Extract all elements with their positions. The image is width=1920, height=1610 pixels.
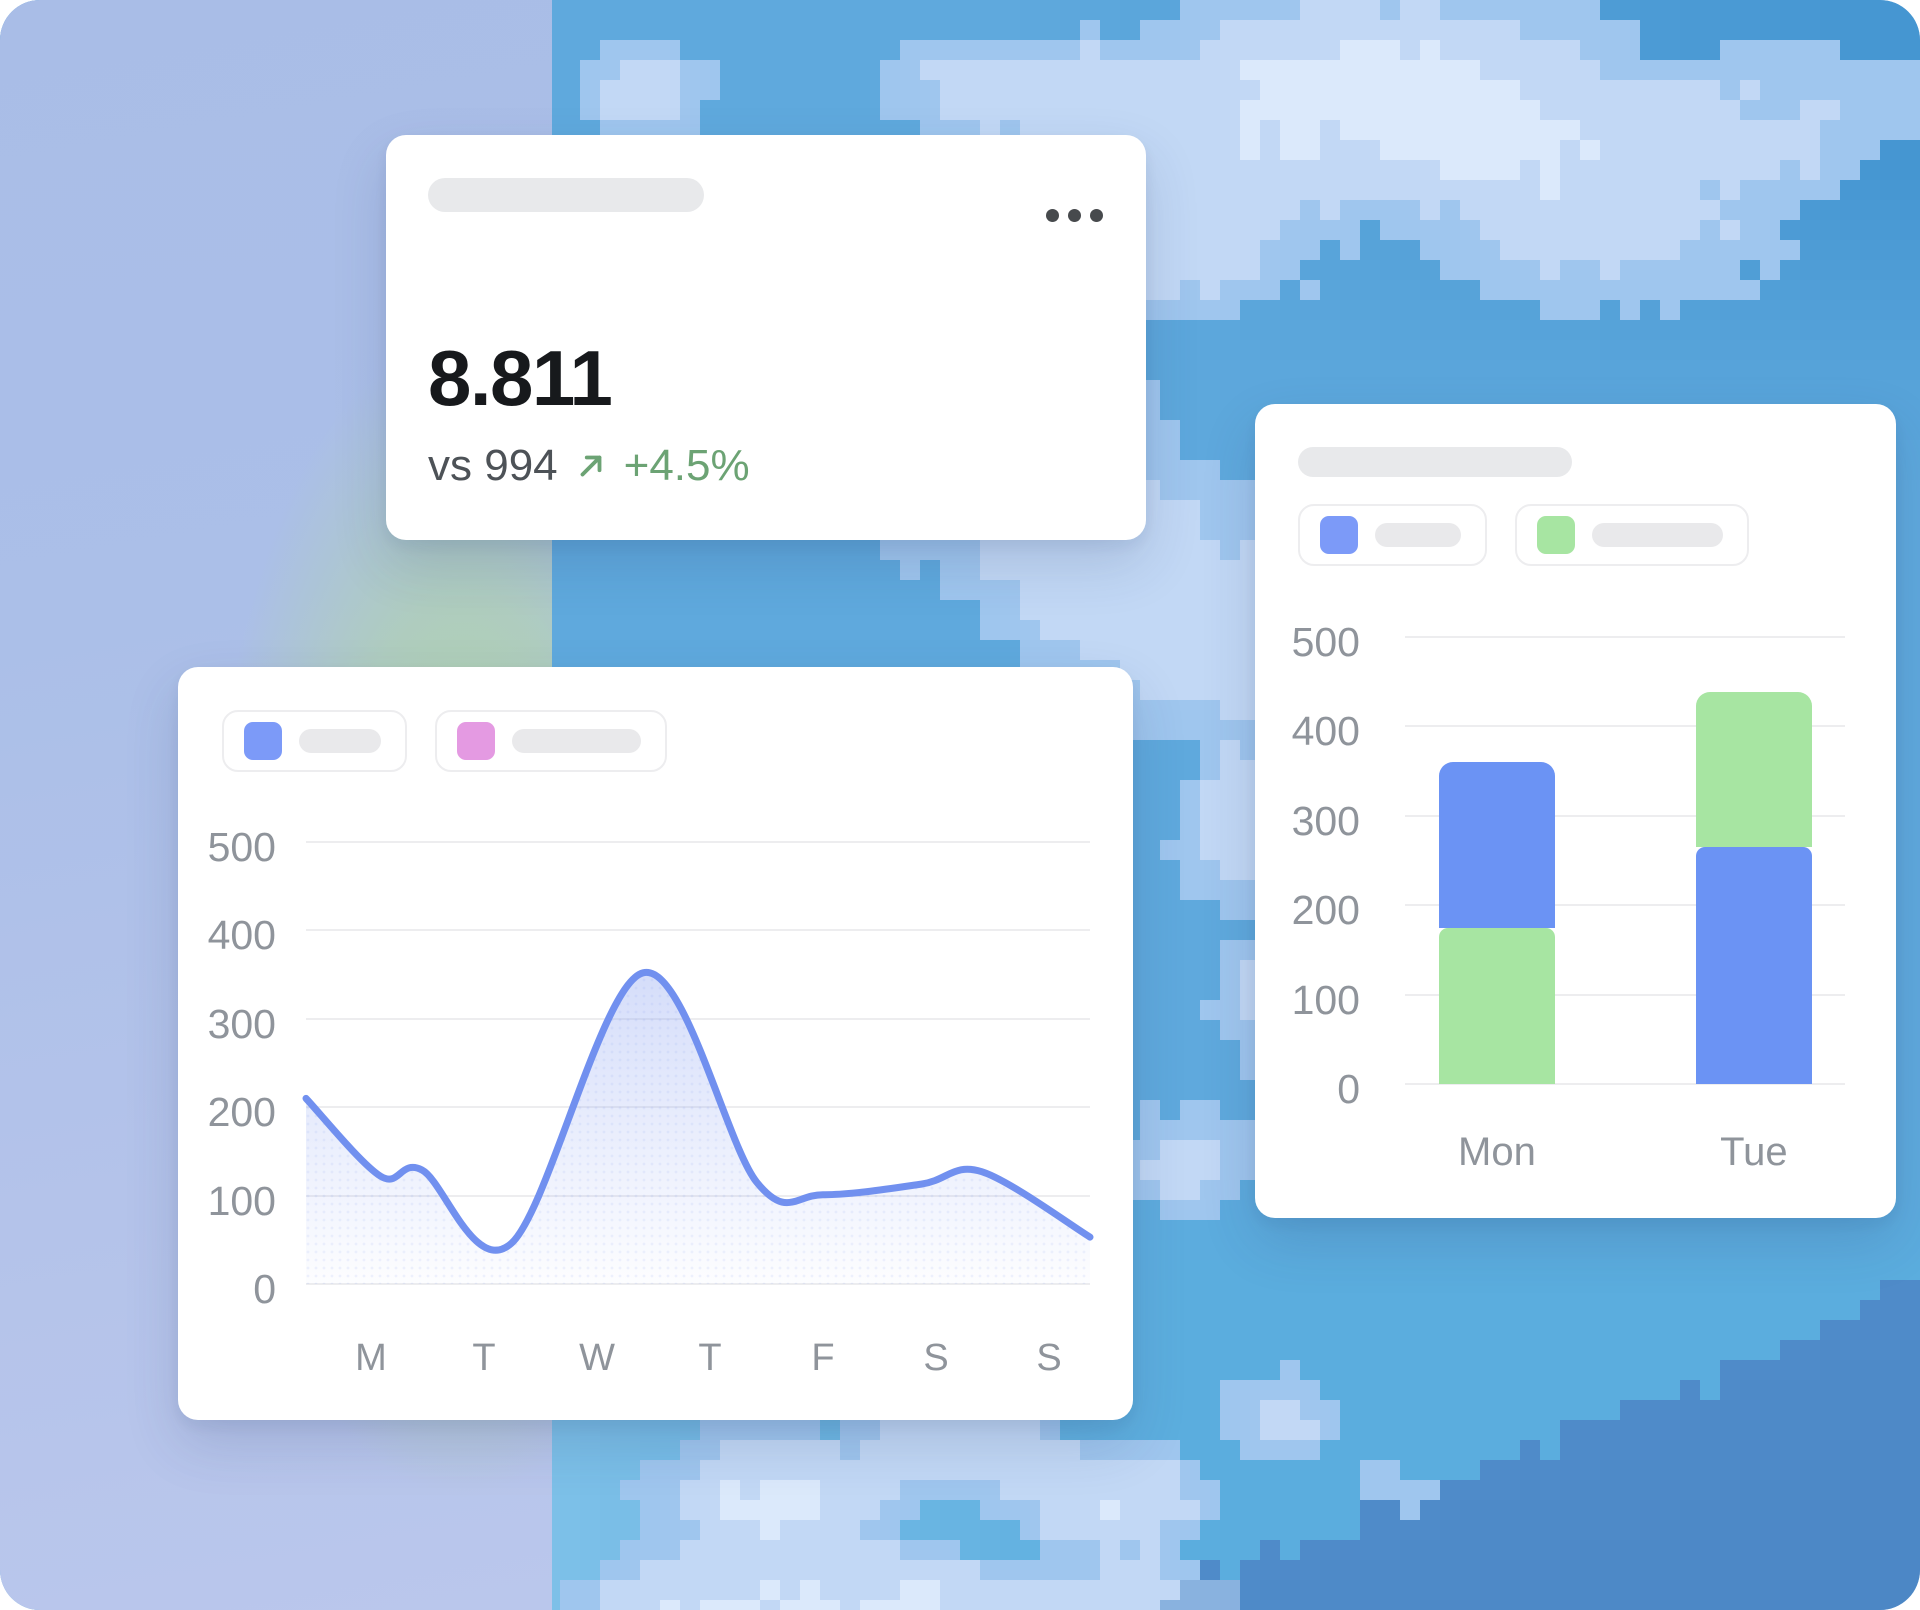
- trend-up-arrow-icon: [580, 455, 602, 477]
- gridline: [306, 929, 1090, 932]
- skeleton-legend-label: [1592, 523, 1723, 547]
- line-series: [302, 969, 1094, 1284]
- overflow-menu-button[interactable]: [1029, 193, 1119, 237]
- y-tick-label: 300: [207, 1000, 276, 1047]
- line-chart-card: 500 400 300 200 100 0 M T W T F S S: [178, 667, 1133, 1420]
- gridline: [306, 1017, 1090, 1020]
- y-tick-label: 500: [207, 824, 276, 870]
- y-tick-label: 0: [1337, 1066, 1360, 1112]
- gridline: [1405, 993, 1845, 996]
- legend-swatch-icon: [244, 722, 282, 760]
- trend-value: +4.5%: [623, 441, 750, 490]
- kpi-comparison-row: vs 994 +4.5%: [428, 441, 750, 491]
- area-dot-texture: [306, 972, 1090, 1284]
- gridline: [306, 1283, 1090, 1285]
- bar-chart-legend: [1298, 504, 1749, 566]
- gridline: [306, 841, 1090, 843]
- category-label: Mon: [1458, 1130, 1536, 1174]
- x-tick-label: W: [579, 1337, 615, 1379]
- legend-chip[interactable]: [1515, 504, 1749, 566]
- kpi-card: 8.811 vs 994 +4.5%: [386, 135, 1146, 540]
- skeleton-legend-label: [299, 729, 381, 753]
- legend-chip[interactable]: [1298, 504, 1487, 566]
- x-tick-label: F: [811, 1337, 835, 1379]
- skeleton-legend-label: [512, 729, 641, 753]
- skeleton-title-bar: [1298, 447, 1572, 477]
- bar-plot-area: [1405, 636, 1845, 1085]
- x-tick-label: M: [355, 1337, 387, 1379]
- legend-swatch-icon: [457, 722, 495, 760]
- kpi-value: 8.811: [428, 334, 613, 422]
- legend-swatch-icon: [1537, 516, 1575, 554]
- x-tick-label: T: [698, 1337, 722, 1379]
- bar-segment-green: [1438, 927, 1555, 1084]
- bar-segment-blue: [1438, 762, 1555, 928]
- y-tick-label: 100: [207, 1177, 276, 1224]
- skeleton-legend-label: [1375, 523, 1461, 547]
- y-tick-label: 400: [207, 912, 276, 959]
- gridline: [1405, 725, 1845, 728]
- bar-chart-card: 500 400 300 200 100 0 Mon Tue: [1255, 404, 1896, 1218]
- x-tick-label: T: [472, 1337, 496, 1379]
- comparison-label: vs 994: [428, 441, 558, 490]
- y-tick-label: 200: [1291, 887, 1360, 934]
- x-tick-label: S: [923, 1337, 949, 1379]
- gridline: [1405, 636, 1845, 638]
- gridline: [1405, 1083, 1845, 1085]
- y-tick-label: 200: [207, 1089, 276, 1136]
- ellipsis-icon: [1045, 208, 1059, 222]
- bar-segment-blue: [1695, 847, 1812, 1084]
- x-tick-label: S: [1036, 1337, 1062, 1379]
- line-chart-legend: [222, 710, 667, 772]
- legend-swatch-icon: [1320, 516, 1358, 554]
- gridline: [1405, 904, 1845, 907]
- line-plot-area: [302, 841, 1094, 1285]
- line-path: [302, 969, 1094, 1254]
- legend-chip[interactable]: [222, 710, 407, 772]
- legend-chip[interactable]: [435, 710, 667, 772]
- skeleton-title-bar: [428, 178, 704, 212]
- y-tick-label: 500: [1291, 619, 1360, 665]
- y-tick-label: 100: [1291, 976, 1360, 1023]
- y-tick-label: 0: [253, 1266, 276, 1312]
- category-label: Tue: [1720, 1130, 1788, 1174]
- bar-segment-green: [1695, 692, 1812, 848]
- gridline: [1405, 814, 1845, 817]
- y-tick-label: 300: [1291, 797, 1360, 844]
- y-tick-label: 400: [1291, 708, 1360, 755]
